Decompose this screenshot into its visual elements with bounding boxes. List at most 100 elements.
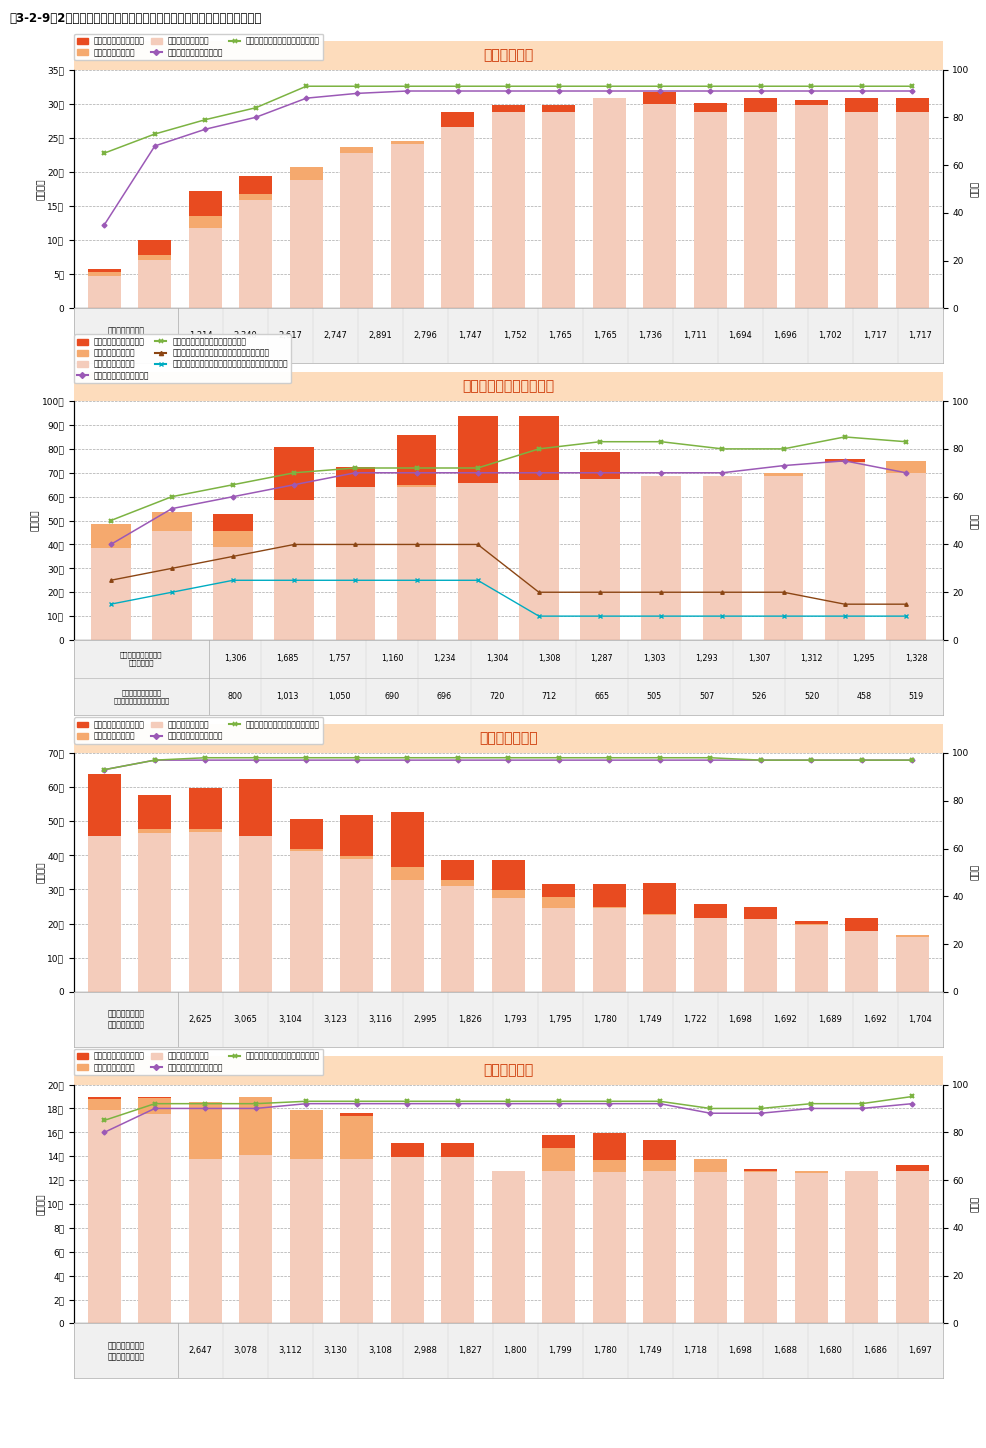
Text: 3,112: 3,112 <box>278 1347 303 1355</box>
Bar <box>743 1170 776 1323</box>
Text: 1,747: 1,747 <box>458 332 482 340</box>
Bar <box>643 104 675 308</box>
Text: 分別収集実施市町
村数（市町村数）: 分別収集実施市町 村数（市町村数） <box>107 326 145 346</box>
Text: 1,757: 1,757 <box>328 654 351 663</box>
Bar <box>290 167 322 308</box>
Bar <box>643 883 675 992</box>
Bar <box>794 925 827 992</box>
Text: 1,692: 1,692 <box>863 1015 886 1024</box>
Bar <box>895 1164 928 1323</box>
Bar <box>290 850 322 992</box>
Bar <box>743 111 776 308</box>
Bar <box>491 898 525 992</box>
Bar <box>396 434 436 640</box>
Y-axis label: （トン）: （トン） <box>37 862 46 883</box>
Text: 1,303: 1,303 <box>643 654 665 663</box>
Bar <box>593 908 625 992</box>
Bar <box>693 904 726 992</box>
Bar <box>441 886 473 992</box>
Bar <box>845 111 878 308</box>
Text: 1,686: 1,686 <box>863 1347 886 1355</box>
Bar <box>390 1144 423 1323</box>
Bar <box>240 779 272 992</box>
Bar <box>702 476 741 640</box>
Bar <box>845 111 878 308</box>
Bar <box>542 111 575 308</box>
Bar <box>152 513 191 640</box>
Bar <box>580 479 619 640</box>
Bar <box>390 142 423 308</box>
Bar <box>88 269 120 308</box>
Bar <box>895 1171 928 1323</box>
Bar <box>396 485 436 640</box>
Bar <box>763 473 803 640</box>
Bar <box>794 1173 827 1323</box>
Bar <box>580 479 619 640</box>
Bar <box>885 462 925 640</box>
Bar <box>643 1140 675 1323</box>
Text: 1,688: 1,688 <box>772 1347 797 1355</box>
Bar <box>290 167 322 308</box>
Bar <box>643 915 675 992</box>
Bar <box>240 177 272 308</box>
Y-axis label: （％）: （％） <box>970 864 979 880</box>
Bar <box>542 908 575 992</box>
Bar <box>743 113 776 308</box>
Bar <box>188 229 222 308</box>
Bar <box>794 107 827 308</box>
Bar <box>152 530 191 640</box>
Text: 1,312: 1,312 <box>800 654 822 663</box>
Text: 519: 519 <box>908 692 923 701</box>
Bar <box>643 1171 675 1323</box>
Bar <box>491 1171 525 1323</box>
Bar <box>290 818 322 992</box>
Bar <box>593 883 625 992</box>
Bar <box>824 459 864 640</box>
Bar <box>702 476 741 640</box>
Text: 嘶3-2-9（2）　容器包装リサイクル法に基づく分別収集・再商品化の実績: 嘶3-2-9（2） 容器包装リサイクル法に基づく分別収集・再商品化の実績 <box>10 12 262 25</box>
Text: 1,780: 1,780 <box>593 1347 616 1355</box>
Bar <box>390 140 423 308</box>
Bar <box>845 98 878 308</box>
Bar <box>895 111 928 308</box>
Bar <box>643 91 675 308</box>
Bar <box>396 487 436 640</box>
Bar <box>743 98 776 308</box>
Bar <box>188 788 222 992</box>
Bar <box>290 1111 322 1323</box>
Bar <box>845 931 878 992</box>
Bar <box>274 500 314 640</box>
Text: 1,722: 1,722 <box>682 1015 706 1024</box>
Bar <box>390 880 423 992</box>
Bar <box>441 127 473 308</box>
Bar <box>491 891 525 992</box>
Text: 3,078: 3,078 <box>234 1347 257 1355</box>
Bar <box>188 828 222 992</box>
Bar <box>138 828 171 992</box>
Text: 1,328: 1,328 <box>904 654 927 663</box>
Text: 2,995: 2,995 <box>413 1015 437 1024</box>
Text: 1,752: 1,752 <box>503 332 527 340</box>
Bar <box>340 1116 373 1323</box>
Bar <box>138 833 171 992</box>
Bar <box>340 153 373 308</box>
Text: 2,647: 2,647 <box>188 1347 212 1355</box>
Bar <box>895 98 928 308</box>
Legend: 分別収集見込量（トン）, 分別収集量（トン）, 再商品化量（トン）, 分別収集実施市町村数割合, 分別収集実施市町村数人口カバー率, 分別収集実施市町村数割合（: 分別収集見込量（トン）, 分別収集量（トン）, 再商品化量（トン）, 分別収集実… <box>74 334 291 384</box>
Bar <box>340 859 373 992</box>
Bar <box>340 856 373 992</box>
Bar <box>491 860 525 992</box>
Bar <box>88 835 120 992</box>
Text: 分別収集実施市町村数
（市町村数）: 分別収集実施市町村数 （市町村数） <box>120 652 163 666</box>
Bar <box>340 1158 373 1323</box>
Legend: 分別収集見込量（トン）, 分別収集量（トン）, 再商品化量（トン）, 分別収集実施市町村数割合, 分別収集実施市町村数人口カバー率: 分別収集見込量（トン）, 分別収集量（トン）, 再商品化量（トン）, 分別収集実… <box>74 717 322 743</box>
Bar <box>390 866 423 992</box>
Text: 505: 505 <box>646 692 662 701</box>
Text: 1,704: 1,704 <box>907 1015 931 1024</box>
Bar <box>743 919 776 992</box>
Bar <box>441 113 473 308</box>
Bar <box>763 473 803 640</box>
Text: 1,780: 1,780 <box>593 1015 616 1024</box>
Bar <box>593 98 625 308</box>
Bar <box>542 111 575 308</box>
